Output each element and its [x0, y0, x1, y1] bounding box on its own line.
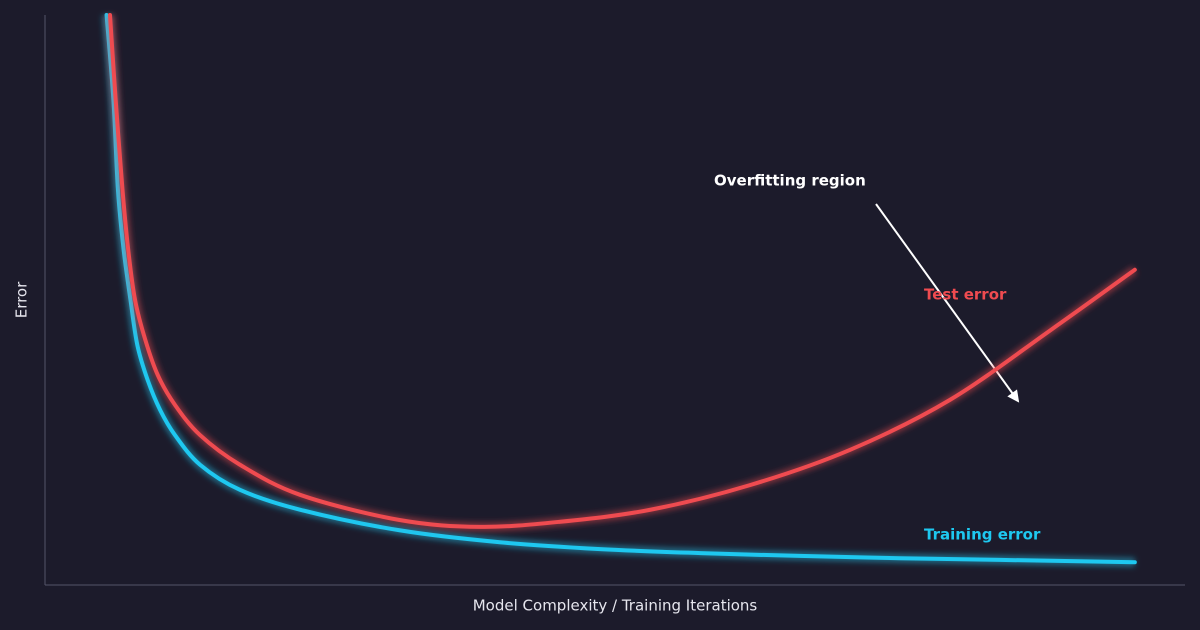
series-label: Test error	[924, 286, 1007, 304]
line-glow	[105, 14, 1138, 532]
plot-area	[102, 13, 1138, 567]
y-axis-label: Error	[13, 281, 31, 318]
x-axis-label: Model Complexity / Training Iterations	[473, 597, 758, 615]
annotation: Overfitting region	[714, 172, 866, 190]
line	[107, 13, 1137, 529]
series-label: Training error	[924, 526, 1041, 544]
